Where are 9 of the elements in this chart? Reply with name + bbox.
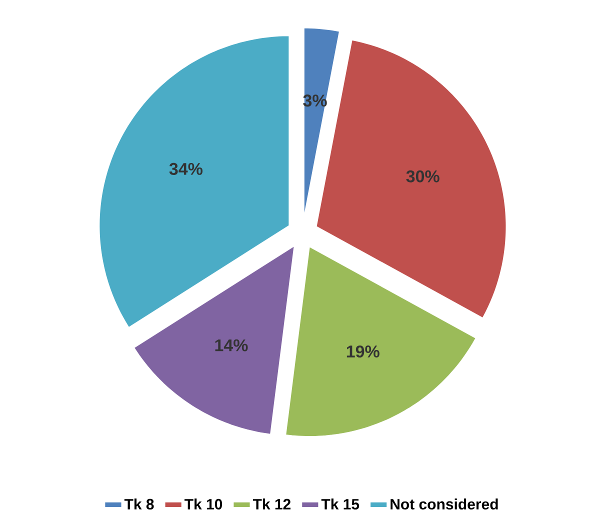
data-label: 30% <box>406 170 440 182</box>
legend-label: Tk 10 <box>184 498 222 510</box>
data-label: 19% <box>346 345 380 358</box>
legend-label: Not considered <box>390 498 498 510</box>
legend-label: Tk 8 <box>124 498 154 510</box>
data-label: 34% <box>169 162 203 175</box>
legend-label: Tk 15 <box>321 498 360 510</box>
legend-label: Tk 12 <box>252 498 291 510</box>
data-label: 14% <box>215 339 248 352</box>
